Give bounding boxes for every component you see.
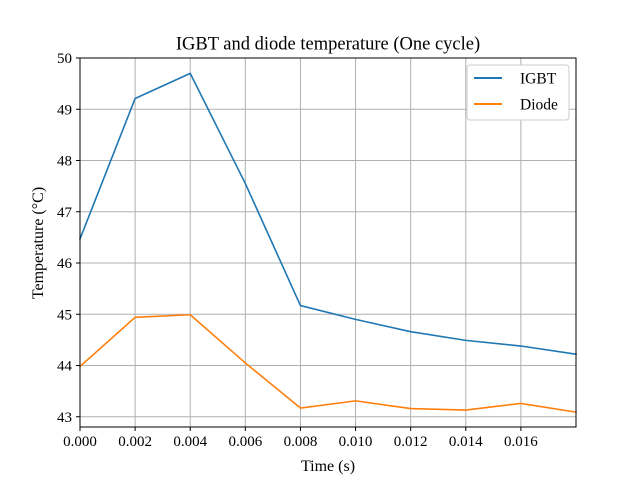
series-line-diode	[78, 313, 577, 414]
y-tick-label: 46	[57, 256, 73, 272]
legend: IGBT Diode	[466, 64, 570, 121]
y-axis-title: Temperature (°C)	[30, 187, 47, 299]
y-tick-label: 50	[57, 51, 72, 67]
y-tick-label: 48	[57, 154, 72, 170]
plot-frame	[79, 57, 577, 428]
y-axis-ticks: 43 44 45 46 47 48 49 50	[57, 51, 80, 426]
x-tick-label: 0.004	[173, 434, 207, 450]
y-tick-label: 47	[57, 205, 73, 221]
chart-title: IGBT and diode temperature (One cycle)	[176, 35, 480, 55]
y-tick-label: 44	[57, 359, 73, 375]
y-tick-label: 43	[57, 410, 72, 426]
series-line-igbt	[78, 72, 577, 356]
x-tick-label: 0.006	[228, 434, 262, 450]
x-tick-label: 0.010	[339, 434, 373, 450]
x-axis-title: Time (s)	[301, 458, 355, 475]
x-tick-label: 0.002	[118, 434, 152, 450]
x-tick-label: 0.000	[63, 434, 97, 450]
legend-label-igbt: IGBT	[520, 71, 557, 88]
x-tick-label: 0.016	[504, 434, 538, 450]
x-tick-label: 0.008	[284, 434, 318, 450]
x-tick-label: 0.014	[449, 434, 483, 450]
legend-label-diode: Diode	[520, 97, 558, 114]
y-tick-label: 45	[57, 307, 72, 323]
series-lines	[78, 72, 577, 414]
y-tick-label: 49	[57, 102, 72, 118]
x-axis-ticks: 0.000 0.002 0.004 0.006 0.008 0.010 0.012 0.014…	[63, 427, 538, 450]
x-tick-label: 0.012	[394, 434, 428, 450]
